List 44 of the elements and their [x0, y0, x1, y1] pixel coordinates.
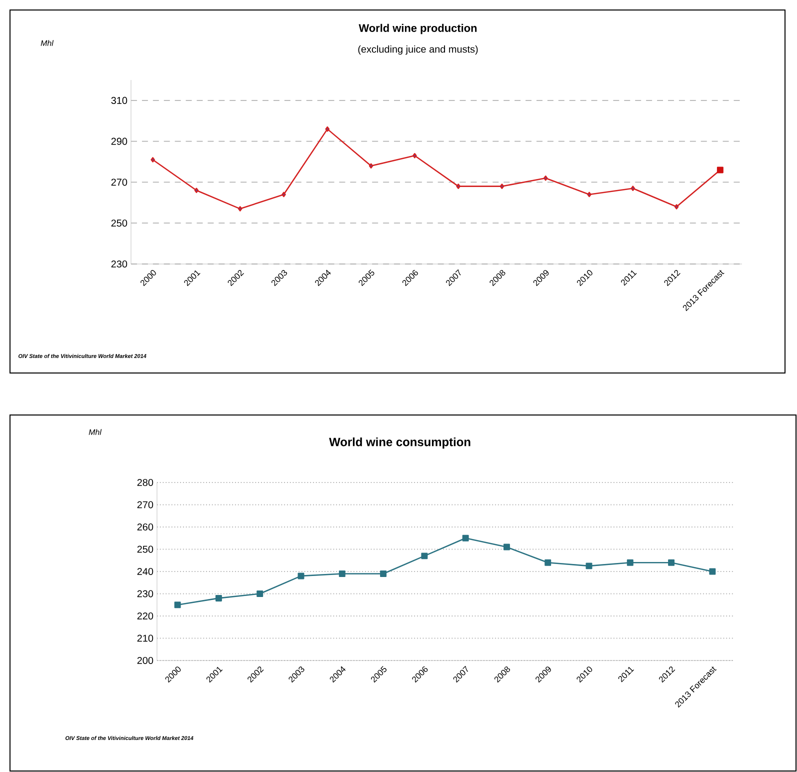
- y-tick-label: 200: [137, 656, 154, 664]
- y-tick-label: 230: [111, 260, 128, 268]
- point: [456, 184, 460, 189]
- point: [586, 562, 592, 570]
- y-tick-label: 230: [137, 590, 154, 598]
- y-tick-label: 210: [137, 634, 154, 642]
- point: [194, 188, 199, 194]
- point: [421, 552, 428, 560]
- y-tick-label: 270: [137, 501, 154, 508]
- y-tick-label: 250: [137, 546, 154, 553]
- point: [215, 594, 222, 602]
- point: [709, 568, 716, 575]
- y-tick-label: 260: [137, 523, 154, 531]
- y-tick-label: 240: [137, 568, 154, 576]
- y-tick-label: 310: [111, 96, 128, 104]
- point: [503, 544, 510, 550]
- point: [368, 163, 374, 169]
- point: [325, 126, 330, 132]
- y-tick-label: 220: [137, 612, 154, 620]
- point: [587, 192, 592, 198]
- point: [256, 590, 264, 597]
- chart-subtitle: (excluding juice and musts): [358, 45, 478, 55]
- point: [543, 175, 548, 181]
- point: [630, 186, 636, 191]
- y-tick-label: 290: [111, 138, 128, 145]
- y-tick-label: 270: [111, 178, 128, 186]
- point: [150, 157, 155, 162]
- point: [674, 204, 679, 210]
- point: [238, 206, 242, 212]
- y-tick-label: 280: [137, 478, 154, 486]
- point: [626, 559, 634, 566]
- point: [174, 602, 181, 608]
- point: [668, 559, 675, 566]
- point: [298, 572, 304, 580]
- point: [462, 534, 469, 542]
- chart-title: World wine consumption: [329, 437, 470, 449]
- point: [282, 192, 286, 198]
- y-tick-label: 250: [111, 220, 128, 227]
- chart-title: World wine production: [358, 24, 477, 34]
- point: [338, 570, 346, 577]
- point: [544, 559, 552, 566]
- point: [500, 184, 504, 189]
- point: [380, 570, 387, 577]
- point: [412, 153, 417, 158]
